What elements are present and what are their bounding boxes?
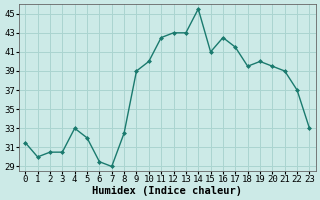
X-axis label: Humidex (Indice chaleur): Humidex (Indice chaleur) [92, 186, 242, 196]
